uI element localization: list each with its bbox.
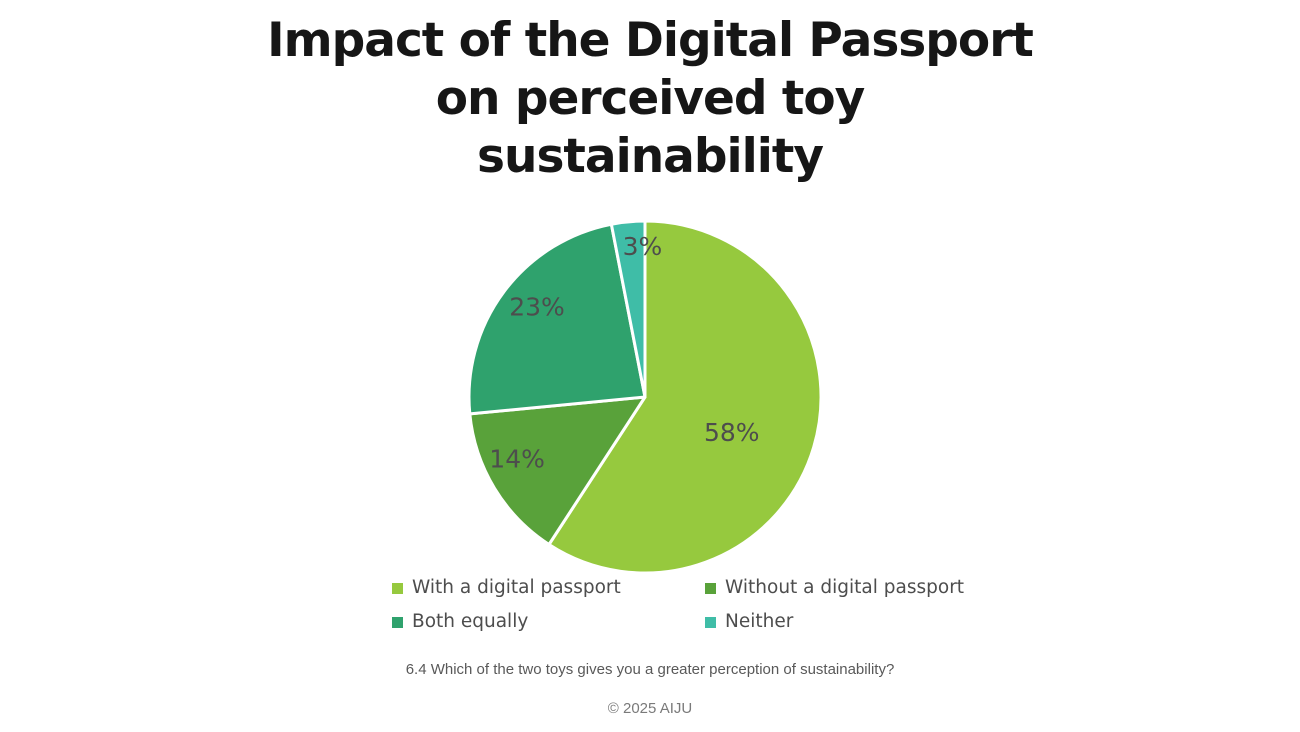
chart-title: Impact of the Digital Passport on percei… bbox=[0, 12, 1300, 186]
legend-item-neither: Neither bbox=[705, 611, 964, 632]
legend-label-with-digital-passport: With a digital passport bbox=[412, 577, 621, 598]
pie-label-without-a-digital-passport: 14% bbox=[489, 444, 545, 473]
pie-label-neither: 3% bbox=[623, 232, 663, 261]
pie-slice-with-a-digital-passport bbox=[547, 219, 823, 575]
legend: With a digital passport Without a digita… bbox=[392, 577, 964, 632]
chart-title-line-2: on perceived toy bbox=[435, 71, 866, 126]
legend-item-both-equally: Both equally bbox=[392, 611, 705, 632]
pie-slice-both-equally bbox=[467, 222, 647, 416]
legend-item-without-digital-passport: Without a digital passport bbox=[705, 577, 964, 598]
copyright-notice: © 2025 AIJU bbox=[607, 700, 693, 717]
chart-title-line-1: Impact of the Digital Passport bbox=[267, 13, 1034, 68]
pie-slice-without-a-digital-passport bbox=[468, 395, 647, 546]
legend-swatch-with-digital-passport bbox=[392, 582, 403, 594]
legend-label-both-equally: Both equally bbox=[412, 611, 529, 632]
legend-item-with-digital-passport: With a digital passport bbox=[392, 577, 705, 598]
pie-label-both-equally: 23% bbox=[509, 292, 565, 321]
legend-swatch-without-digital-passport bbox=[705, 582, 716, 594]
survey-question-footnote: 6.4 Which of the two toys gives you a gr… bbox=[405, 661, 895, 678]
legend-label-neither: Neither bbox=[725, 611, 794, 632]
pie-label-with-a-digital-passport: 58% bbox=[704, 418, 760, 447]
legend-swatch-neither bbox=[705, 616, 716, 628]
chart-title-line-3: sustainability bbox=[477, 129, 824, 184]
legend-label-without-digital-passport: Without a digital passport bbox=[725, 577, 965, 598]
pie-slice-neither bbox=[609, 219, 647, 399]
pie-chart: 58% 14% 23% 3% bbox=[467, 219, 823, 575]
legend-swatch-both-equally bbox=[392, 616, 403, 628]
